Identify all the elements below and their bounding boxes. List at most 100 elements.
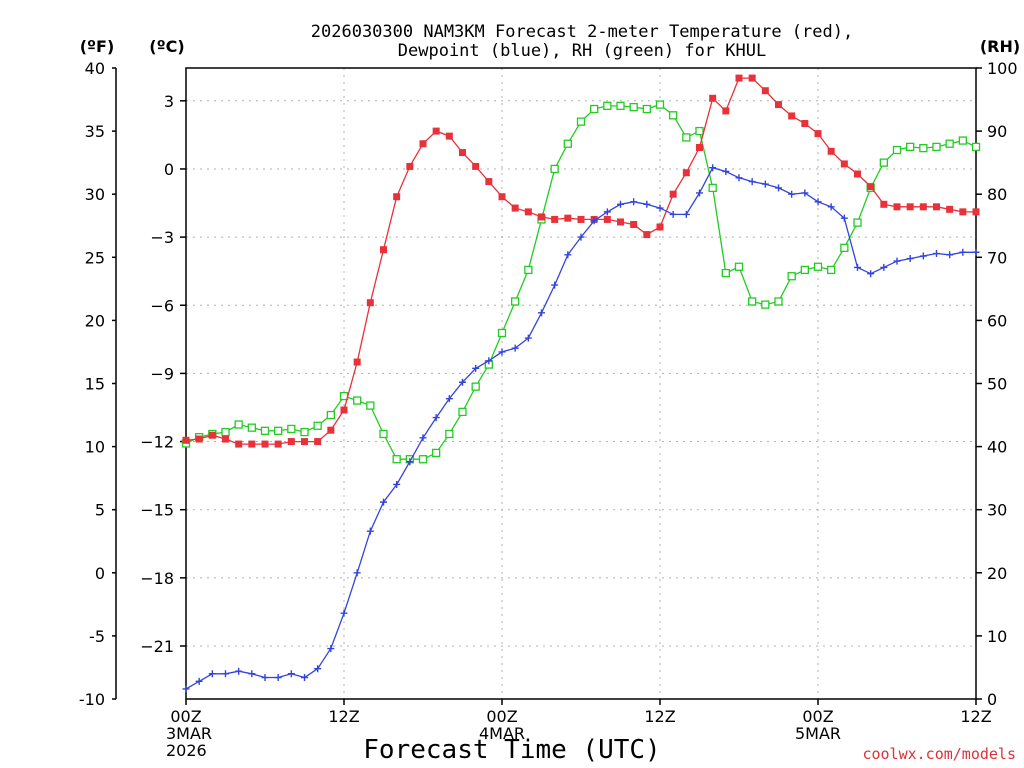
plot-frame [185, 67, 977, 700]
temperature-point [445, 132, 453, 140]
dewpoint-point [485, 357, 493, 365]
temperature-point [498, 193, 506, 201]
dewpoint-point [669, 210, 677, 218]
rh-point [906, 142, 915, 152]
dewpoint-point [287, 670, 295, 678]
rh-point [497, 328, 507, 338]
rh-point [669, 111, 678, 120]
time-tick-label: 12Z [644, 707, 675, 726]
dewpoint-point [380, 498, 387, 506]
temperature-point [366, 299, 374, 307]
temperature-point [564, 214, 572, 222]
temperature-point [380, 246, 387, 254]
rh-point [958, 136, 967, 145]
temperature-point [656, 223, 664, 231]
rh-tick-label: 30 [987, 501, 1007, 520]
temperature-point [827, 147, 835, 155]
time-tick-label: 4MAR [479, 724, 525, 743]
series-dewpoint [182, 164, 980, 693]
dewpoint-point [511, 344, 519, 352]
temperature-point [182, 436, 190, 444]
temperature-point [946, 205, 954, 213]
rh-point [260, 426, 270, 435]
dewpoint-point [222, 670, 229, 678]
temperature-point [538, 213, 545, 221]
time-tick-label: 12Z [328, 707, 359, 726]
dewpoint-point [972, 248, 980, 256]
rh-point [945, 139, 954, 148]
rh-tick-label: 50 [987, 375, 1007, 394]
dewpoint-point [801, 189, 809, 197]
dewpoint-point [735, 174, 743, 182]
fahrenheit-tick-label: 40 [85, 59, 105, 78]
temperature-point [867, 183, 875, 191]
dewpoint-point [419, 434, 427, 442]
rh-point [326, 410, 335, 420]
rh-point [800, 265, 809, 275]
dewpoint-point [340, 609, 348, 617]
temperature-point [235, 440, 243, 448]
dewpoint-point [590, 217, 598, 225]
dewpoint-point [327, 645, 335, 653]
fahrenheit-unit-label: (ºF) [80, 37, 115, 56]
celsius-axis-ticks: 3 0 −3 −6 −9 −12 −15 −18 −21 [140, 92, 186, 656]
rh-point [840, 243, 849, 252]
temperature-point [406, 162, 414, 170]
rh-point [761, 300, 770, 309]
temperature-point [327, 426, 335, 434]
rh-point [300, 427, 309, 437]
temperature-point [669, 190, 677, 198]
dewpoint-point [524, 334, 532, 342]
time-tick-label: 2026 [166, 741, 207, 760]
rh-point [629, 102, 638, 112]
temperature-point [524, 208, 532, 216]
temperature-point [314, 438, 322, 446]
rh-point [563, 139, 572, 148]
temperature-point [617, 218, 624, 226]
dewpoint-point [564, 251, 572, 259]
rh-point [642, 104, 651, 114]
dewpoint-point [722, 167, 730, 175]
dewpoint-point [182, 685, 190, 693]
rh-point [287, 424, 296, 434]
time-tick-label: 00Z [802, 707, 833, 726]
temperature-point [248, 440, 256, 448]
rh-point [853, 218, 862, 227]
chart-title-line-2: Dewpoint (blue), RH (green) for KHUL [398, 41, 766, 61]
rh-point [695, 126, 704, 136]
fahrenheit-tick-label: 25 [85, 248, 105, 267]
rh-point [708, 183, 717, 193]
temperature-point [603, 215, 611, 223]
rh-tick-label: 60 [987, 311, 1007, 330]
temperature-point [432, 127, 440, 135]
temperature-point [208, 431, 216, 439]
temperature-point [959, 208, 967, 216]
rh-point [524, 265, 533, 275]
dewpoint-point [393, 480, 401, 488]
dewpoint-point [682, 210, 690, 218]
rh-tick-label: 100 [987, 59, 1018, 78]
rh-point [590, 104, 599, 114]
temperature-point [393, 193, 401, 201]
temperature-point [709, 94, 717, 102]
celsius-tick-label: 3 [164, 92, 174, 111]
temperature-point [287, 438, 295, 446]
rh-point [550, 164, 559, 174]
dewpoint-point [459, 378, 466, 386]
rh-point [616, 101, 625, 111]
rh-point [432, 448, 441, 458]
fahrenheit-axis-ticks: 40 35 30 25 20 15 10 5 0 -5 -10 [79, 59, 116, 709]
rh-point [655, 100, 665, 109]
rh-point [774, 297, 783, 306]
dewpoint-point [775, 184, 782, 192]
dewpoint-point [314, 665, 322, 673]
temperature-point [788, 112, 796, 120]
temperature-point [643, 231, 651, 239]
dewpoint-point [854, 263, 861, 271]
dewpoint-point [906, 255, 914, 263]
dewpoint-point [959, 248, 967, 256]
rh-point [932, 142, 941, 152]
rh-point [234, 420, 243, 429]
